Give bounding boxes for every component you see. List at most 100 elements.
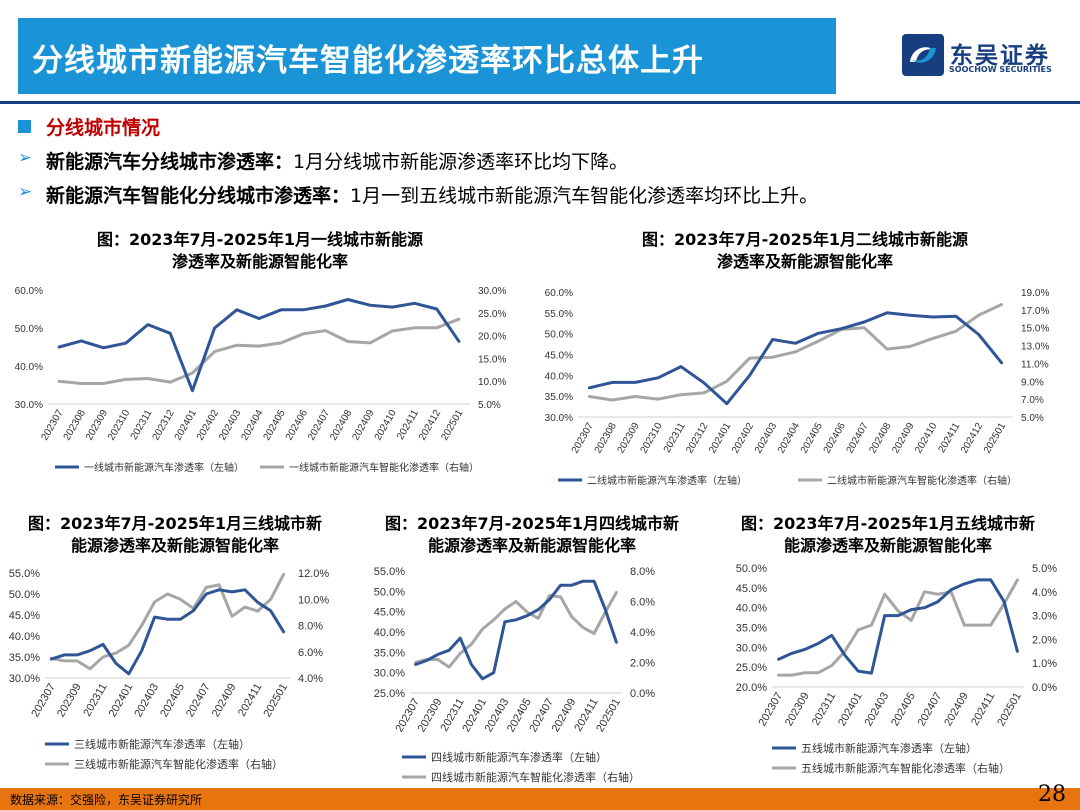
legend-label: 五线城市新能源汽车渗透率（左轴） xyxy=(801,741,977,755)
y-right-tick-label: 1.0% xyxy=(1032,658,1057,670)
series-line-left xyxy=(777,578,1019,675)
y-left-tick-label: 55.0% xyxy=(374,566,405,578)
x-tick-label: 202311 xyxy=(810,691,838,728)
chart-1-title-line2: 渗透率及新能源智能化率 xyxy=(171,252,348,271)
y-left-tick-label: 20.0% xyxy=(736,682,767,694)
y-right-tick-label: 6.0% xyxy=(298,647,323,659)
chart-4-title-line2: 能源渗透率及新能源智能化率 xyxy=(427,536,636,555)
y-left-tick-label: 50.0% xyxy=(736,563,767,575)
y-left-tick-label: 35.0% xyxy=(736,623,767,635)
x-tick-label: 202411 xyxy=(969,690,997,727)
legend-label: 五线城市新能源汽车智能化渗透率（右轴） xyxy=(801,761,1010,775)
y-right-tick-label: 8.0% xyxy=(630,566,655,578)
y-right-tick-label: 10.0% xyxy=(298,594,329,606)
header-divider xyxy=(0,101,1080,104)
x-tick-label: 202410 xyxy=(913,421,939,456)
x-tick-label: 202307 xyxy=(29,682,58,720)
x-tick-label: 202309 xyxy=(783,691,812,729)
series-line-left xyxy=(49,588,286,676)
chart-5-title-line1: 图：2023年7月-2025年1月五线城市新 xyxy=(741,514,1035,533)
series-line-right xyxy=(414,590,618,669)
arrow-bullet-icon: ➢ xyxy=(18,148,33,168)
y-right-tick-label: 8.0% xyxy=(298,621,323,633)
y-left-tick-label: 30.0% xyxy=(736,642,767,654)
y-left-tick-label: 45.0% xyxy=(374,607,405,619)
y-left-tick-label: 60.0% xyxy=(15,286,43,297)
x-tick-label: 202411 xyxy=(236,682,264,719)
title-bar: 分线城市新能源汽车智能化渗透率环比总体上升 xyxy=(18,18,836,94)
chart-3-title-line2: 能源渗透率及新能源智能化率 xyxy=(70,536,279,555)
y-right-tick-label: 0.0% xyxy=(630,688,655,700)
bullet-bold: 新能源汽车分线城市渗透率： xyxy=(46,151,294,173)
y-right-tick-label: 5.0% xyxy=(1032,563,1057,575)
x-tick-label: 202501 xyxy=(995,691,1024,729)
y-right-tick-label: 4.0% xyxy=(298,673,323,685)
x-tick-label: 202403 xyxy=(132,682,161,720)
series-line-left xyxy=(57,298,461,393)
x-tick-label: 202501 xyxy=(261,682,290,720)
page-number: 28 xyxy=(1038,782,1066,807)
chart-5-title: 图：2023年7月-2025年1月五线城市新 能源渗透率及新能源智能化率 xyxy=(718,513,1058,557)
y-left-tick-label: 55.0% xyxy=(9,568,40,580)
y-right-tick-label: 19.0% xyxy=(1021,288,1049,299)
y-left-tick-label: 25.0% xyxy=(736,662,767,674)
y-left-tick-label: 35.0% xyxy=(9,652,40,664)
y-right-tick-label: 30.0% xyxy=(478,286,506,297)
x-tick-label: 202409 xyxy=(942,691,971,729)
arrow-bullet-icon: ➢ xyxy=(18,182,33,202)
y-left-tick-label: 45.0% xyxy=(545,351,573,362)
chart-1-title: 图：2023年7月-2025年1月一线城市新能源 渗透率及新能源智能化率 xyxy=(40,229,480,273)
bullet-text: 新能源汽车智能化分线城市渗透率：1月一到五线城市新能源汽车智能化渗透率均环比上升… xyxy=(46,181,818,208)
y-right-tick-label: 20.0% xyxy=(478,332,506,343)
y-left-tick-label: 25.0% xyxy=(374,688,405,700)
legend-label: 一线城市新能源汽车渗透率（左轴） xyxy=(84,461,244,474)
chart-3-title: 图：2023年7月-2025年1月三线城市新 能源渗透率及新能源智能化率 xyxy=(5,513,345,557)
y-left-tick-label: 40.0% xyxy=(9,631,40,643)
y-right-tick-label: 13.0% xyxy=(1021,342,1049,353)
legend-label: 三线城市新能源汽车渗透率（左轴） xyxy=(74,737,250,751)
y-right-tick-label: 7.0% xyxy=(1021,395,1044,406)
bullet-body: 1月一到五线城市新能源汽车智能化渗透率均环比上升。 xyxy=(350,185,819,207)
y-right-tick-label: 10.0% xyxy=(478,377,506,388)
soochow-logo-icon xyxy=(902,34,944,76)
y-left-tick-label: 35.0% xyxy=(374,647,405,659)
y-right-tick-label: 0.0% xyxy=(1032,682,1057,694)
bullet-bold: 新能源汽车智能化分线城市渗透率： xyxy=(46,185,351,207)
y-left-tick-label: 40.0% xyxy=(736,603,767,615)
y-left-tick-label: 50.0% xyxy=(9,589,40,601)
x-tick-label: 202405 xyxy=(889,691,918,729)
y-left-tick-label: 35.0% xyxy=(545,392,573,403)
y-left-tick-label: 60.0% xyxy=(545,288,573,299)
series-line-left xyxy=(587,311,1004,406)
series-line-left xyxy=(414,579,618,681)
series-line-right xyxy=(49,572,286,671)
y-right-tick-label: 25.0% xyxy=(478,309,506,320)
y-right-tick-label: 15.0% xyxy=(478,354,506,365)
series-line-right xyxy=(777,578,1019,677)
x-tick-label: 202407 xyxy=(184,682,213,720)
x-tick-label: 202401 xyxy=(107,682,136,720)
y-left-tick-label: 50.0% xyxy=(545,330,573,341)
y-right-tick-label: 6.0% xyxy=(630,597,655,609)
chart-3-title-line1: 图：2023年7月-2025年1月三线城市新 xyxy=(28,514,322,533)
x-tick-label: 202409 xyxy=(210,682,239,720)
bullet-text: 新能源汽车分线城市渗透率：1月分线城市新能源渗透率环比均下降。 xyxy=(46,147,628,174)
y-left-tick-label: 50.0% xyxy=(374,586,405,598)
y-right-tick-label: 2.0% xyxy=(630,658,655,670)
logo-chinese-text: 东吴证券 xyxy=(950,43,1050,69)
y-right-tick-label: 3.0% xyxy=(1032,611,1057,623)
chart-2-title-line2: 渗透率及新能源智能化率 xyxy=(716,252,893,271)
page-title: 分线城市新能源汽车智能化渗透率环比总体上升 xyxy=(32,43,704,79)
legend-label: 二线城市新能源汽车渗透率（左轴） xyxy=(587,474,747,487)
x-tick-label: 202501 xyxy=(982,421,1008,456)
chart-1-title-line1: 图：2023年7月-2025年1月一线城市新能源 xyxy=(97,230,423,249)
y-right-tick-label: 11.0% xyxy=(1021,359,1049,370)
y-right-tick-label: 4.0% xyxy=(630,627,655,639)
y-left-tick-label: 50.0% xyxy=(15,324,43,335)
y-right-tick-label: 2.0% xyxy=(1032,634,1057,646)
chart-5-title-line2: 能源渗透率及新能源智能化率 xyxy=(783,536,992,555)
y-right-tick-label: 17.0% xyxy=(1021,306,1049,317)
y-left-tick-label: 55.0% xyxy=(545,309,573,320)
y-left-tick-label: 40.0% xyxy=(545,371,573,382)
